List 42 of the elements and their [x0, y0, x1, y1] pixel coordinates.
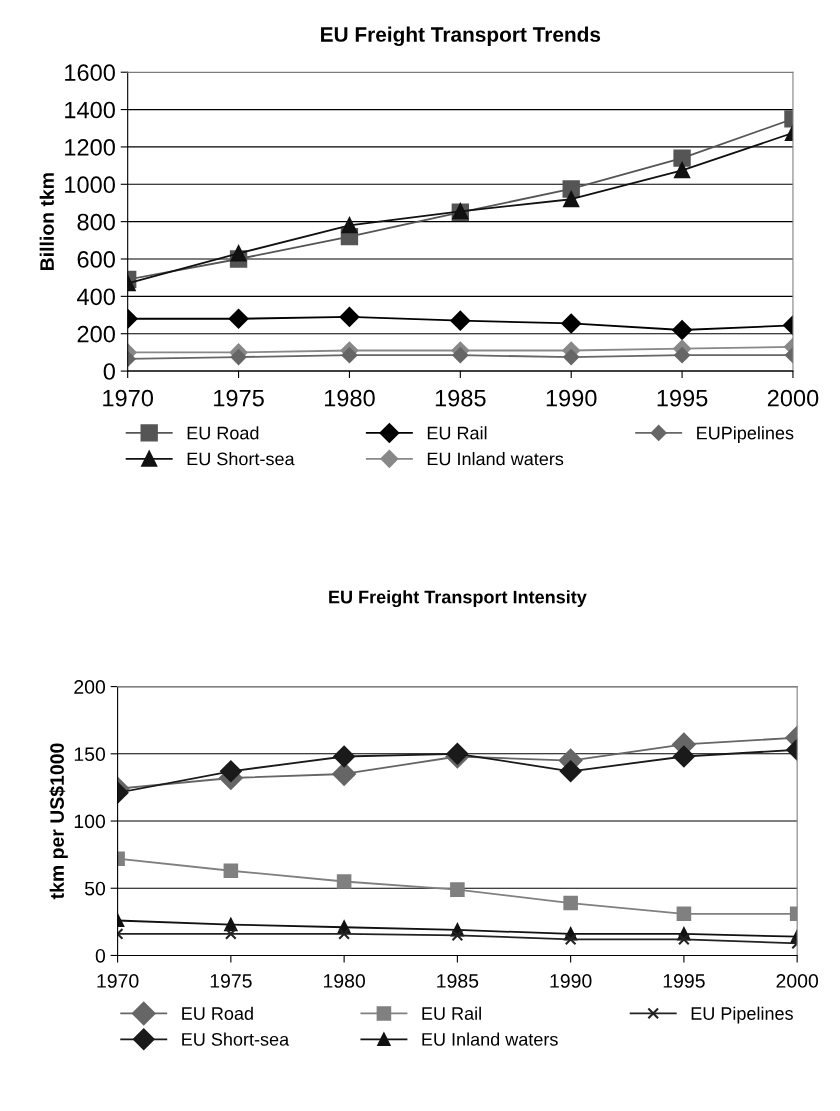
- x-tick-label: 1985: [437, 974, 479, 988]
- legend-label: EU Short-sea: [187, 452, 295, 466]
- legend-label: EU Road: [182, 1006, 253, 1020]
- legend-label: EU Rail: [427, 426, 487, 440]
- legend-label: EU Short-sea: [182, 1032, 290, 1046]
- y-tick-label: 200: [74, 680, 106, 694]
- y-tick-label: 0: [95, 948, 106, 963]
- y-tick-label: 400: [77, 288, 115, 306]
- legend-label: EU Pipelines: [691, 1006, 793, 1024]
- y-axis-title: tkm per US$1000: [49, 743, 68, 900]
- y-axis-title: Billion tkm: [39, 173, 54, 271]
- x-tick-label: 1975: [210, 974, 252, 988]
- y-tick-label: 50: [84, 881, 106, 896]
- x-tick-label: 1990: [546, 389, 597, 407]
- x-tick-label: 1970: [97, 974, 139, 988]
- x-tick-label: 1995: [657, 389, 708, 407]
- y-tick-label: 1600: [65, 64, 115, 81]
- y-tick-label: 1000: [65, 176, 115, 194]
- legend-label: EU Road: [187, 426, 259, 440]
- y-tick-label: 0: [103, 363, 115, 380]
- legend-label: EU Inland waters: [422, 1032, 558, 1046]
- y-tick-label: 150: [74, 747, 106, 762]
- chart-title: EU Freight Transport Trends: [321, 26, 601, 47]
- x-tick-label: 2000: [776, 974, 819, 988]
- x-tick-label: 1970: [103, 389, 154, 407]
- x-tick-label: 1980: [323, 974, 365, 988]
- x-tick-label: 2000: [767, 389, 819, 407]
- y-tick-label: 600: [77, 251, 115, 268]
- x-tick-label: 1985: [435, 389, 486, 407]
- y-tick-label: 100: [74, 814, 106, 829]
- x-tick-label: 1995: [663, 974, 705, 988]
- x-tick-label: 1990: [550, 974, 592, 988]
- chart-title: EU Freight Transport Intensity: [329, 590, 587, 608]
- legend-label: EU Inland waters: [427, 452, 564, 466]
- legend-label: EUPipelines: [697, 426, 794, 444]
- y-tick-label: 800: [77, 213, 115, 231]
- y-tick-label: 1200: [65, 139, 115, 156]
- y-tick-label: 1400: [65, 101, 115, 119]
- x-tick-label: 1980: [324, 389, 375, 407]
- x-tick-label: 1975: [214, 389, 264, 407]
- legend-label: EU Rail: [422, 1006, 481, 1020]
- y-tick-label: 200: [77, 325, 115, 343]
